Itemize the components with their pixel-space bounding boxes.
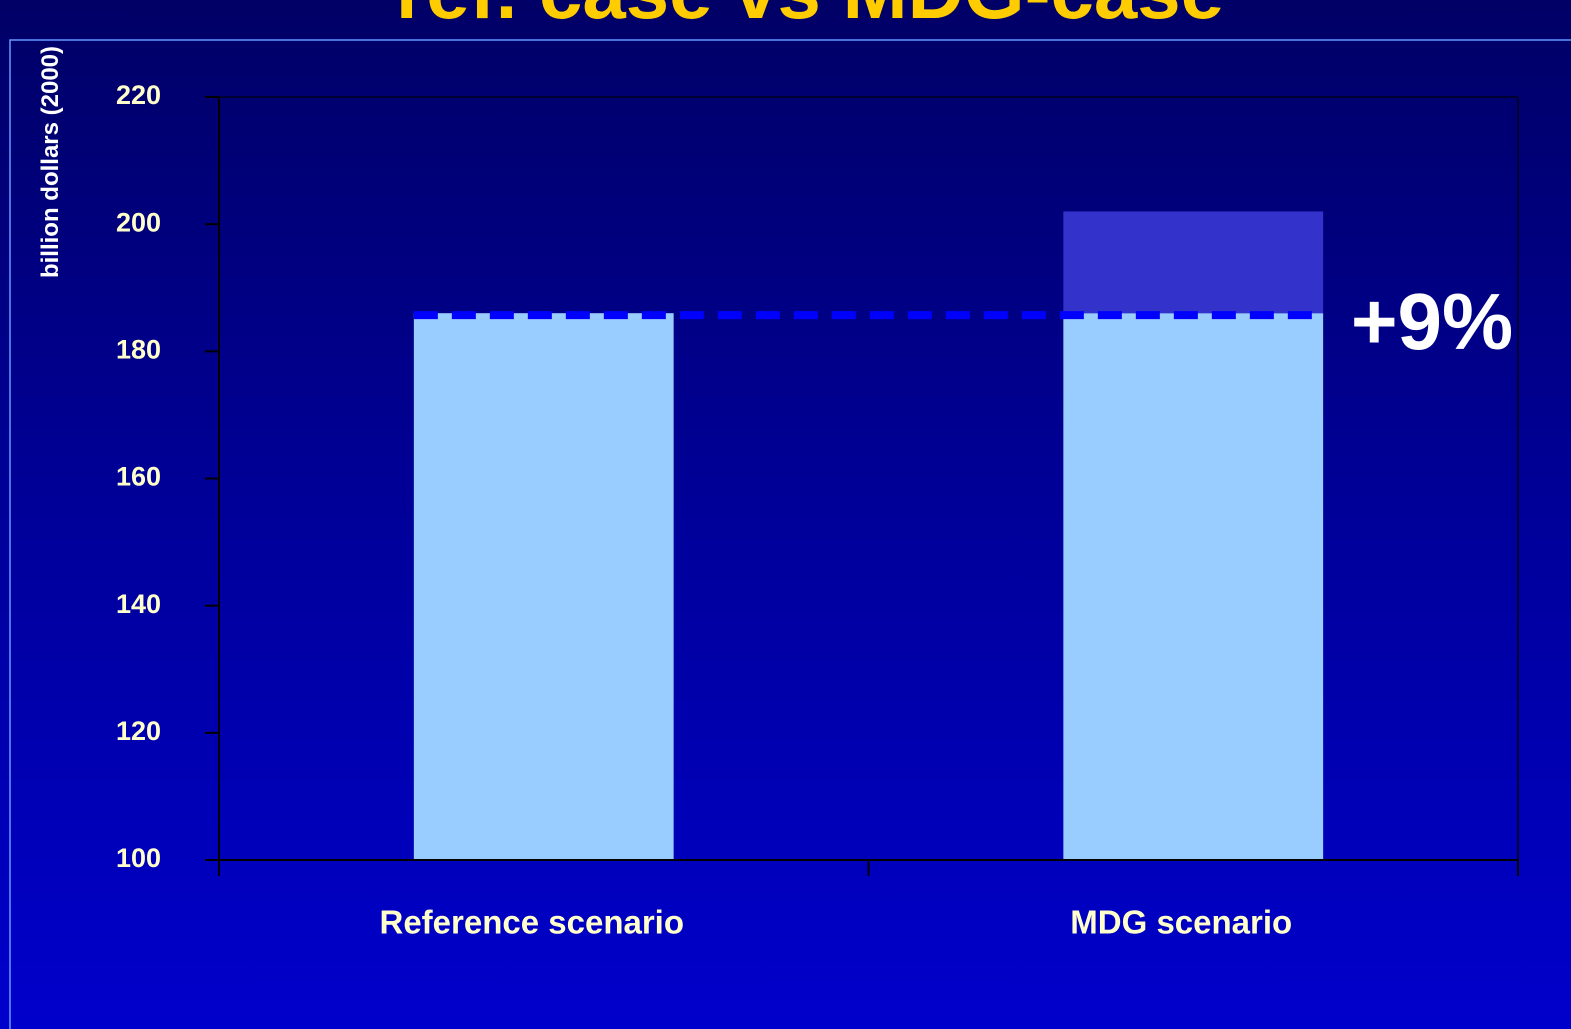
bar-segment — [1063, 211, 1324, 314]
y-tick-label: 120 — [116, 716, 161, 746]
y-tick-label: 100 — [116, 843, 161, 873]
bar-segment — [413, 313, 674, 860]
annotation: +9% — [1351, 277, 1513, 366]
y-tick-label: 200 — [116, 207, 161, 237]
y-tick-label: 220 — [116, 80, 161, 110]
x-tick-label: MDG scenario — [1070, 904, 1292, 941]
x-tick-label: Reference scenario — [380, 904, 685, 941]
bar-segment — [1063, 313, 1324, 860]
y-tick-label: 180 — [116, 334, 161, 364]
y-axis-label: billion dollars (2000) — [37, 46, 64, 278]
chart-title: ref. case vs MDG-case — [396, 0, 1224, 35]
y-tick-label: 160 — [116, 462, 161, 492]
frame — [9, 39, 1571, 1029]
y-tick-label: 140 — [116, 589, 161, 619]
